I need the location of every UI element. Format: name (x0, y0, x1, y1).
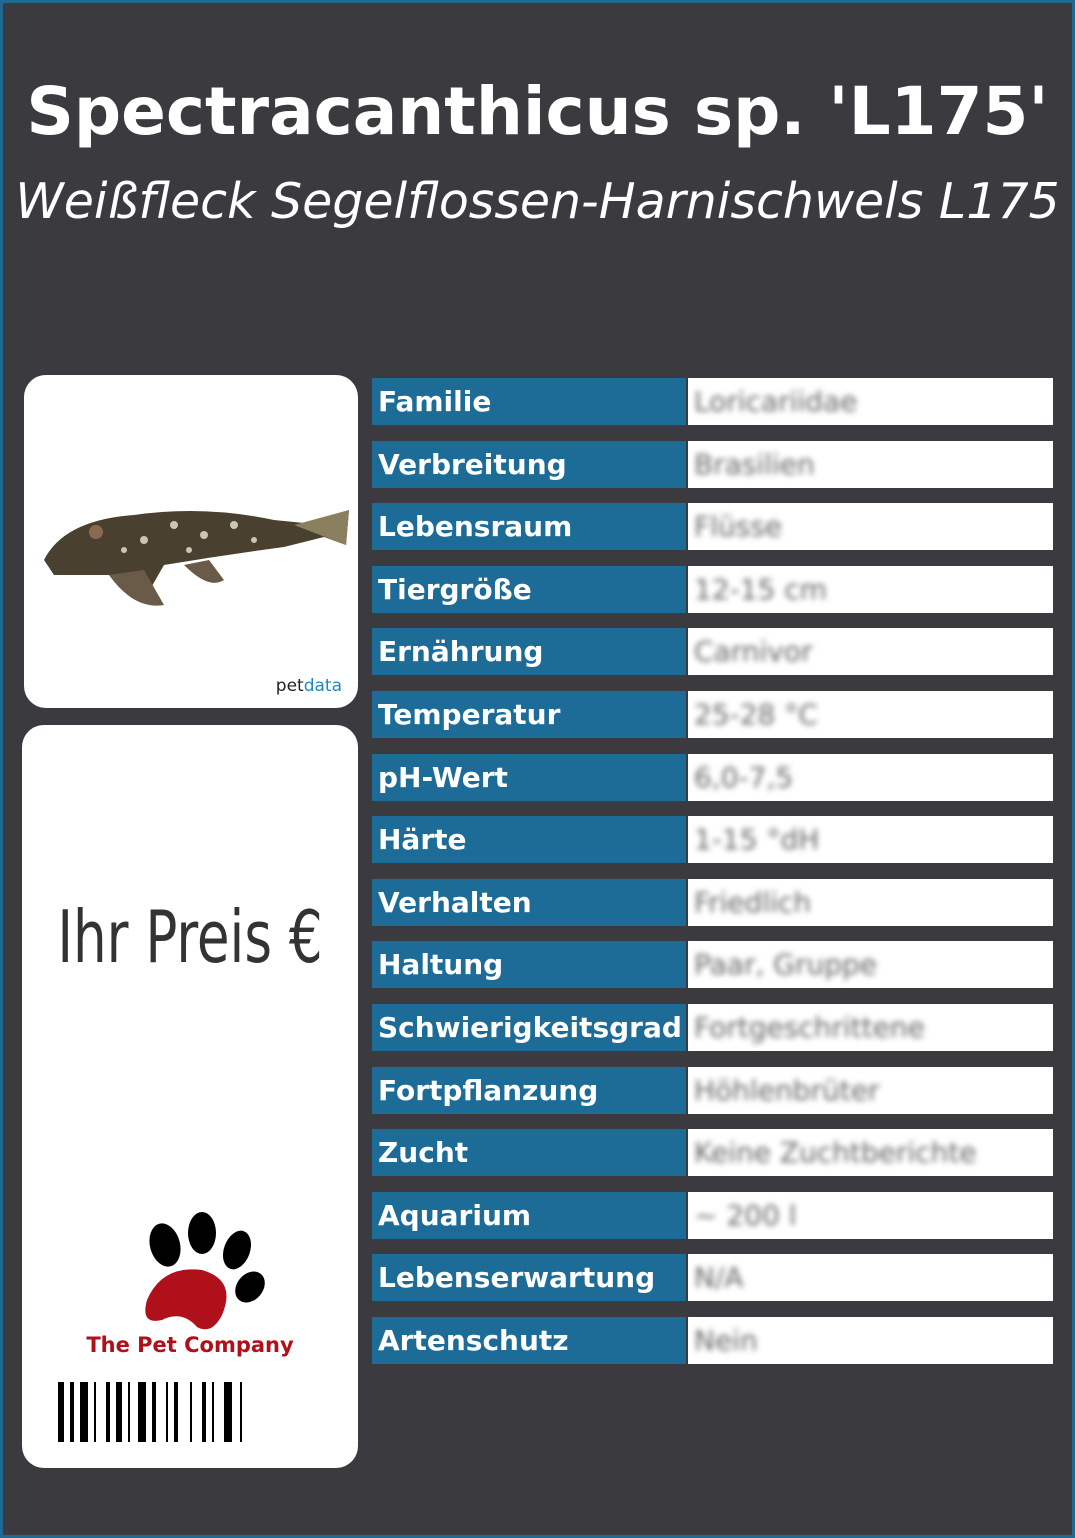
row-value-text: Höhlenbrüter (694, 1073, 880, 1107)
barcode-bar (212, 1382, 214, 1442)
row-value-text: Loricariidae (694, 385, 858, 418)
row-value-text: Friedlich (694, 885, 812, 919)
barcode-bar (70, 1382, 74, 1442)
table-row: Schwierigkeitsgrad Fortgeschrittene (372, 1004, 1053, 1051)
row-value-text: ~ 200 l (694, 1198, 797, 1232)
row-value-text: Brasilien (694, 447, 815, 481)
price-card: Ihr Preis € The Pet Company (22, 725, 358, 1468)
row-value: Paar, Gruppe (688, 941, 1053, 989)
row-label: Zucht (372, 1129, 686, 1177)
row-label: Ernährung (372, 628, 686, 676)
table-row: Lebenserwartung N/A (372, 1254, 1053, 1302)
row-label: Tiergröße (372, 565, 686, 613)
barcode-bar (116, 1382, 122, 1442)
row-value-text: 6,0-7,5 (694, 760, 794, 794)
row-value: Friedlich (688, 878, 1053, 926)
table-row: Verhalten Friedlich (372, 878, 1053, 926)
row-label: Aquarium (372, 1191, 686, 1239)
row-value: Keine Zuchtberichte (688, 1129, 1053, 1177)
table-row: Lebensraum Flüsse (372, 503, 1053, 551)
row-value: N/A (688, 1254, 1053, 1302)
title: Spectracanthicus sp. 'L175' (26, 73, 1049, 150)
row-label: Lebenserwartung (372, 1254, 686, 1302)
row-value-text: Carnivor (694, 635, 813, 669)
barcode-bar (152, 1382, 156, 1442)
table-row: Zucht Keine Zuchtberichte (372, 1129, 1053, 1177)
row-label: Temperatur (372, 691, 686, 738)
image-card: petdata (24, 375, 358, 708)
row-label: Haltung (372, 941, 686, 989)
row-label: Familie (372, 378, 686, 425)
row-value: Loricariidae (688, 378, 1053, 425)
row-value: Fortgeschrittene (688, 1004, 1053, 1051)
barcode-bar (106, 1382, 110, 1442)
row-value: Höhlenbrüter (688, 1066, 1053, 1114)
table-row: Ernährung Carnivor (372, 628, 1053, 676)
row-value: Flüsse (688, 503, 1053, 551)
row-value: Carnivor (688, 628, 1053, 676)
table-row: Familie Loricariidae (372, 378, 1053, 425)
row-value-text: N/A (694, 1261, 744, 1295)
logo: petdata (276, 676, 342, 696)
barcode-bar (94, 1382, 96, 1442)
table-row: Härte 1-15 °dH (372, 816, 1053, 864)
barcode-bar (174, 1382, 178, 1442)
table-row: Artenschutz Nein (372, 1317, 1053, 1364)
logo-part: data (303, 676, 342, 696)
logo-part: pet (275, 676, 304, 696)
paw-logo (145, 1212, 265, 1330)
table-row: Temperatur 25-28 °C (372, 691, 1053, 738)
row-value: Nein (688, 1317, 1053, 1364)
row-value: 25-28 °C (688, 691, 1053, 738)
row-value: 6,0-7,5 (688, 753, 1053, 801)
row-value: 1-15 °dH (688, 816, 1053, 864)
table-row: Tiergröße 12-15 cm (372, 565, 1053, 613)
row-value-text: Nein (694, 1324, 758, 1357)
barcode-bar (128, 1382, 130, 1442)
subtitle: Weißfleck Segelflossen-Harnischwels L175 (15, 173, 1060, 230)
row-label: Lebensraum (372, 503, 686, 551)
barcode-bar (138, 1382, 146, 1442)
barcode-bar (190, 1382, 192, 1442)
table-row: Haltung Paar, Gruppe (372, 941, 1053, 989)
row-label: Schwierigkeitsgrad (372, 1004, 686, 1051)
row-value-text: 25-28 °C (694, 698, 818, 731)
row-value-text: Flüsse (694, 510, 783, 544)
table-row: Aquarium ~ 200 l (372, 1191, 1053, 1239)
row-value-text: 12-15 cm (694, 572, 827, 606)
barcode (58, 1382, 242, 1442)
barcode-bar (166, 1382, 168, 1442)
row-label: Verbreitung (372, 440, 686, 488)
row-value-text: Paar, Gruppe (694, 948, 877, 982)
row-value-text: Fortgeschrittene (694, 1011, 925, 1044)
brand: The Pet Company (86, 1333, 294, 1357)
row-value: ~ 200 l (688, 1191, 1053, 1239)
table-row: Verbreitung Brasilien (372, 440, 1053, 488)
barcode-bar (240, 1382, 242, 1442)
row-label: Fortpflanzung (372, 1066, 686, 1114)
row-label: Härte (372, 816, 686, 864)
row-label: Artenschutz (372, 1317, 686, 1364)
price-label: Ihr Preis € (57, 895, 323, 979)
row-value: Brasilien (688, 440, 1053, 488)
row-label: pH-Wert (372, 753, 686, 801)
barcode-bar (80, 1382, 88, 1442)
table-row: pH-Wert 6,0-7,5 (372, 753, 1053, 801)
barcode-bar (202, 1382, 206, 1442)
barcode-bar (224, 1382, 232, 1442)
table-row: Fortpflanzung Höhlenbrüter (372, 1066, 1053, 1114)
row-value-text: 1-15 °dH (694, 823, 820, 857)
fish-image (44, 510, 349, 606)
row-value: 12-15 cm (688, 565, 1053, 613)
barcode-bar (58, 1382, 64, 1442)
row-value-text: Keine Zuchtberichte (694, 1136, 977, 1170)
row-label: Verhalten (372, 878, 686, 926)
